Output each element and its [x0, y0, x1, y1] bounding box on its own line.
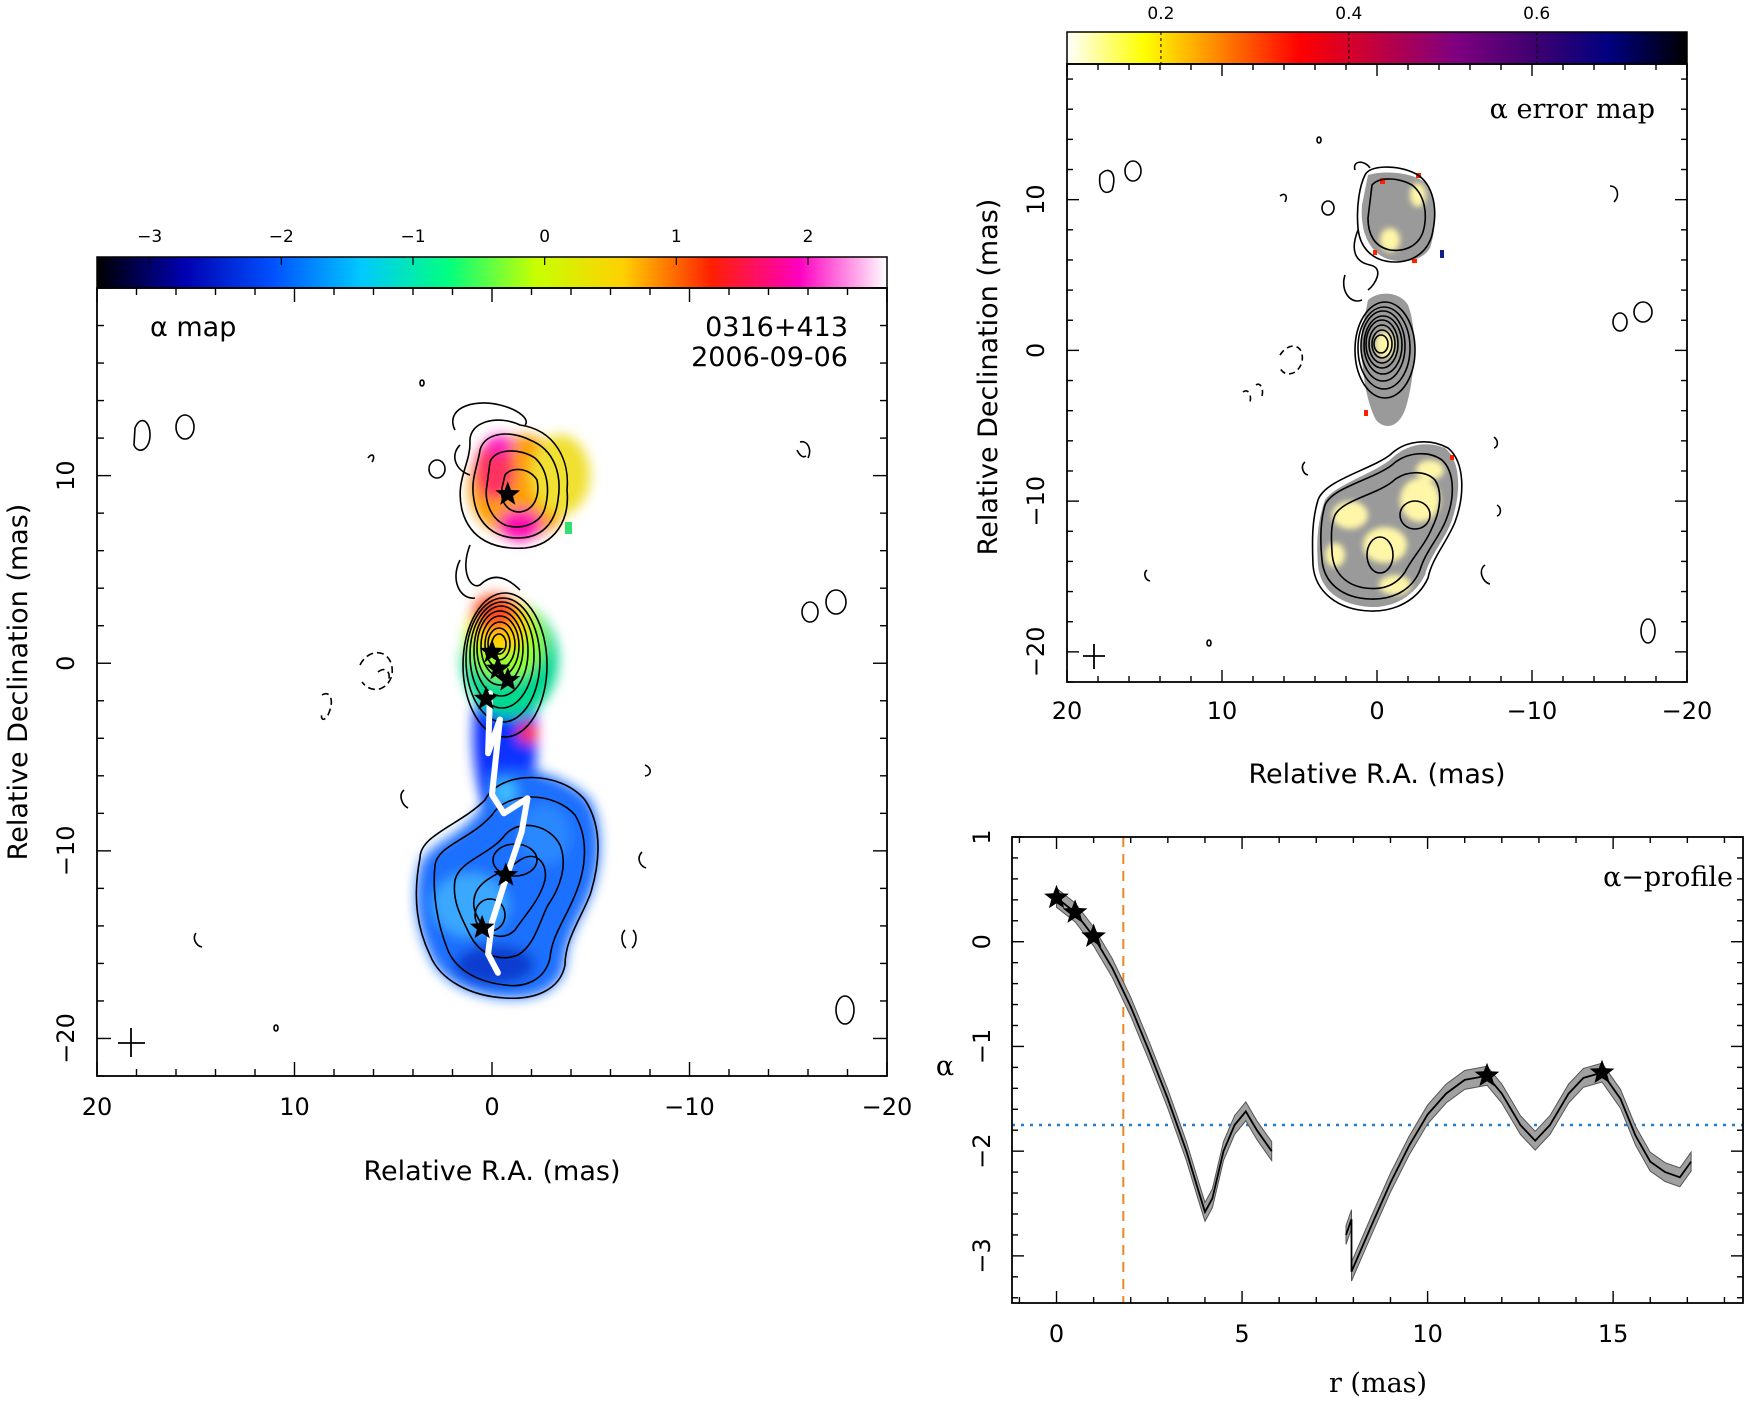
component-star [479, 639, 505, 663]
alpha-map-date: 2006-09-06 [691, 342, 848, 373]
alpha-map-panel: −3 −2 −1 0 1 2 [3, 227, 912, 1187]
alpha-colorbar-tick-label: 1 [671, 227, 682, 247]
alpha-profile-x-tick-label: 0 [1049, 1320, 1064, 1348]
component-star [485, 655, 511, 680]
alpha-profile-x-tick-label: 10 [1412, 1320, 1443, 1348]
alpha-map-y-tick-label: 10 [52, 460, 80, 491]
error-map-beam-icon [1083, 644, 1105, 669]
alpha-map-beam-icon [118, 1028, 145, 1057]
alpha-error-map-image [1083, 136, 1656, 669]
alpha-profile-line [1345, 1071, 1692, 1272]
alpha-profile-y-tick-label: −3 [968, 1238, 996, 1273]
error-colorbar-tick-label: 0.2 [1147, 4, 1174, 24]
error-map-x-tick-label: 10 [1207, 697, 1238, 725]
alpha-error-map-panel: 0.2 0.4 0.6 [973, 4, 1712, 790]
alpha-profile-plot [1012, 837, 1743, 1303]
alpha-profile-band [1056, 887, 1273, 1223]
error-map-x-tick-label: 0 [1369, 697, 1384, 725]
alpha-map-x-tick-label: 10 [279, 1093, 310, 1121]
error-map-xlabel: Relative R.A. (mas) [1249, 759, 1506, 790]
error-colorbar [1066, 31, 1688, 65]
alpha-profile-xlabel: r (mas) [1329, 1368, 1427, 1399]
error-map-x-tick-label: −10 [1507, 697, 1558, 725]
alpha-map-ylabel: Relative Declination (mas) [3, 504, 34, 861]
error-colorbar-ticks: 0.2 0.4 0.6 [1147, 4, 1550, 64]
alpha-colorbar [96, 256, 888, 289]
alpha-colorbar-ticks: −3 −2 −1 0 1 2 [137, 227, 813, 265]
component-star [493, 862, 519, 886]
error-map-x-tick-label: 20 [1052, 697, 1083, 725]
alpha-profile-y-tick-label: 0 [968, 934, 996, 949]
profile-star-marker [1081, 923, 1106, 947]
error-map-title: α error map [1490, 94, 1655, 125]
component-star [473, 685, 499, 710]
error-map-x-tick-label: −20 [1662, 697, 1713, 725]
alpha-colorbar-tick-label: −1 [400, 227, 425, 247]
error-map-y-tick-label: −20 [1022, 627, 1050, 678]
alpha-map-title: α map [150, 312, 236, 343]
alpha-profile-y-tick-label: 1 [968, 829, 996, 844]
alpha-profile-line [1055, 896, 1273, 1215]
error-colorbar-tick-label: 0.4 [1335, 4, 1362, 24]
component-star [495, 667, 521, 691]
error-map-y-tick-label: 0 [1022, 343, 1050, 358]
component-star [469, 914, 495, 939]
alpha-map-x-tick-label: −20 [862, 1093, 913, 1121]
alpha-map-x-tick-label: −10 [664, 1093, 715, 1121]
alpha-profile-x-tick-label: 15 [1598, 1320, 1629, 1348]
error-map-y-tick-label: 10 [1022, 184, 1050, 215]
alpha-map-y-tick-label: 0 [52, 656, 80, 671]
alpha-colorbar-tick-label: −2 [269, 227, 294, 247]
alpha-profile-x-tick-label: 5 [1234, 1320, 1249, 1348]
profile-star-marker [1062, 899, 1088, 923]
alpha-profile-title: α−profile [1603, 862, 1733, 893]
error-colorbar-tick-label: 0.6 [1523, 4, 1550, 24]
alpha-map-y-tick-label: −20 [52, 1013, 80, 1064]
alpha-colorbar-tick-label: −3 [137, 227, 162, 247]
alpha-map-x-tick-label: 0 [484, 1093, 499, 1121]
alpha-map-xlabel: Relative R.A. (mas) [364, 1156, 621, 1187]
alpha-profile-band [1345, 1062, 1692, 1282]
alpha-map-y-tick-label: −10 [52, 826, 80, 877]
alpha-map-image [118, 379, 855, 1057]
alpha-profile-y-tick-label: −2 [968, 1133, 996, 1168]
alpha-profile-frame [1011, 836, 1744, 1304]
alpha-profile-y-tick-label: −1 [968, 1029, 996, 1064]
profile-star-marker [1044, 884, 1069, 909]
profile-star-marker [1474, 1062, 1500, 1087]
error-map-axes: 20 10 0 −10 −20 10 0 −10 −20 [1022, 64, 1712, 725]
component-star [495, 481, 521, 505]
alpha-profile-ylabel: α [936, 1051, 954, 1082]
alpha-map-ridge-line [485, 690, 531, 976]
alpha-map-x-tick-label: 20 [82, 1093, 113, 1121]
alpha-map-components [469, 481, 521, 939]
alpha-colorbar-tick-label: 2 [803, 227, 814, 247]
alpha-colorbar-tick-label: 0 [539, 227, 550, 247]
alpha-map-axes: 20 10 0 −10 −20 10 0 −10 −20 [52, 287, 913, 1121]
error-map-ylabel: Relative Declination (mas) [973, 199, 1004, 556]
profile-star-marker [1589, 1059, 1615, 1084]
error-map-y-tick-label: −10 [1022, 476, 1050, 527]
alpha-map-source: 0316+413 [705, 312, 848, 343]
